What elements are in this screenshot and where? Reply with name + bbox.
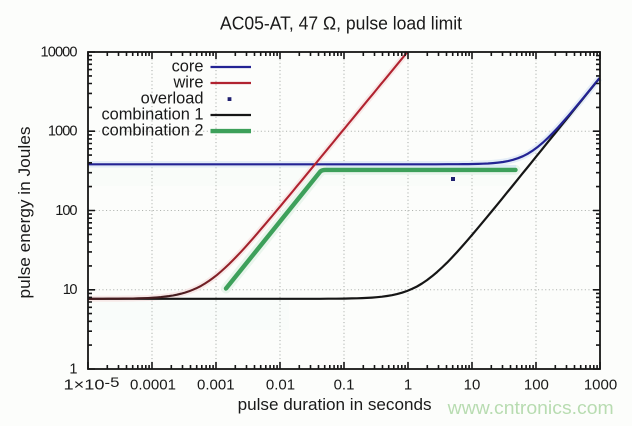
svg-text:1×10-5: 1×10 -5: [64, 375, 120, 393]
svg-text:1000: 1000: [584, 376, 617, 393]
svg-text:AC05-AT, 47 Ω, pulse load limi: AC05-AT, 47 Ω, pulse load limit: [220, 12, 462, 33]
svg-text:pulse duration in seconds: pulse duration in seconds: [238, 396, 432, 414]
svg-text:100: 100: [524, 376, 549, 393]
svg-text:0.01: 0.01: [266, 376, 295, 393]
svg-text:1000: 1000: [48, 124, 78, 140]
svg-text:1: 1: [404, 376, 412, 393]
svg-text:www.cntronics.com: www.cntronics.com: [447, 397, 614, 418]
svg-text:100: 100: [55, 203, 77, 219]
svg-text:pulse energy in Joules: pulse energy in Joules: [16, 127, 34, 299]
svg-text:10: 10: [464, 376, 481, 393]
svg-text:0.1: 0.1: [334, 376, 355, 393]
svg-text:combination 1: combination 1: [101, 106, 203, 124]
svg-text:overload: overload: [141, 90, 204, 108]
svg-text:combination 2: combination 2: [101, 122, 203, 140]
svg-text:wire: wire: [172, 74, 203, 92]
svg-text:0.001: 0.001: [197, 376, 235, 393]
svg-text:10: 10: [63, 282, 78, 298]
svg-text:10000: 10000: [41, 44, 78, 60]
svg-text:1: 1: [69, 361, 77, 377]
svg-text:core: core: [172, 58, 204, 76]
svg-text:0.0001: 0.0001: [130, 376, 176, 393]
